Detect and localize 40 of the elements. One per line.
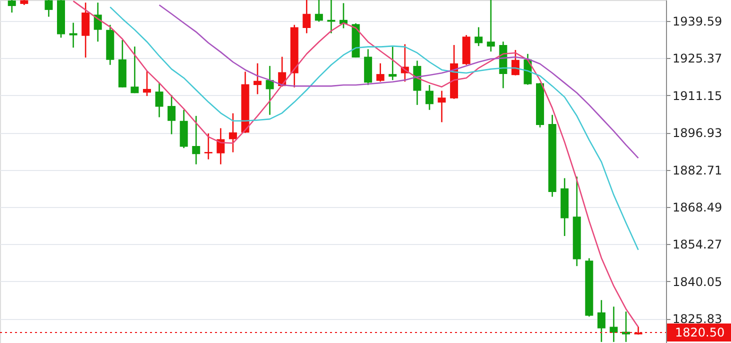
candlestick: [44, 0, 53, 18]
candlestick: [82, 2, 90, 58]
line-series: [72, 0, 639, 328]
candlestick: [425, 84, 434, 111]
candlestick: [8, 0, 16, 14]
candlestick: [142, 70, 151, 97]
ref-line-label: 1820.50: [675, 326, 725, 340]
candlestick: [69, 22, 78, 48]
candlestick: [597, 299, 606, 343]
y-tick-label: 1840.05: [672, 274, 722, 289]
candlestick: [314, 0, 323, 22]
y-tick-label: 1939.59: [672, 14, 722, 28]
y-tick-label: 1882.71: [672, 163, 722, 178]
candlestick: [168, 94, 176, 135]
candlestick: [486, 0, 495, 52]
y-tick-label: 1825.83: [672, 312, 722, 326]
candlestick: [511, 49, 520, 76]
candlestick: [302, 0, 311, 34]
candlestick: [254, 62, 262, 95]
candlestick: [94, 2, 102, 42]
y-tick-label: 1896.93: [672, 126, 722, 140]
candlestick: [192, 115, 200, 165]
candlestick: [216, 128, 225, 165]
y-tick-label: 1868.49: [672, 200, 722, 214]
candlestick: [474, 26, 483, 47]
candlestick: [388, 46, 397, 81]
candlestick: [376, 62, 384, 82]
candlestick: [266, 65, 274, 116]
line-series: [158, 4, 639, 159]
line-series: [109, 6, 639, 251]
y-tick-label: 1854.27: [672, 238, 722, 252]
candlestick: [204, 132, 212, 160]
y-tick-label: 1911.15: [672, 88, 722, 103]
candlestick: [228, 112, 237, 153]
candlestick: [622, 310, 630, 343]
candlestick: [610, 306, 618, 343]
y-tick-label: 1925.37: [672, 52, 722, 66]
candlestick: [155, 82, 164, 118]
candlestick: [130, 46, 139, 94]
candlestick: [438, 90, 446, 123]
